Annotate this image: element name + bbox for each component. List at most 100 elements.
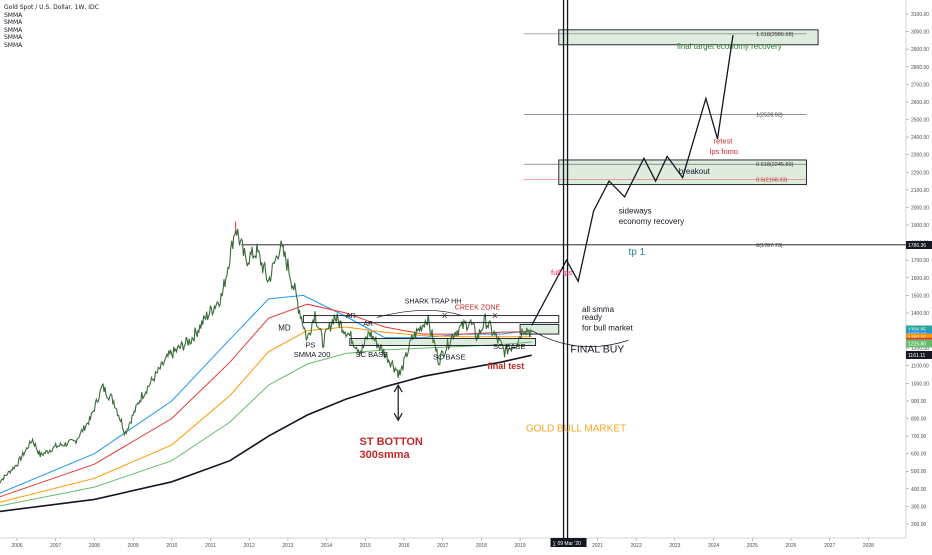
y-tick-label: 300.00 (911, 504, 927, 510)
legend-item: SMMA (4, 34, 23, 41)
fib-level-label: 1.618(2986.98) (756, 32, 793, 38)
sc-base-box (349, 338, 537, 346)
y-tick-label: 1700.00 (911, 258, 929, 264)
fib-level-label: 0.5(2158.33) (756, 178, 787, 184)
creek-box (302, 315, 560, 324)
fib-level-label: 0(1787.73) (756, 243, 783, 249)
y-tick-label: 2600.00 (911, 100, 929, 106)
x-tick-label: 2024 (708, 543, 719, 549)
y-tick-label: 2700.00 (911, 82, 929, 88)
annotation-label: AR (346, 313, 356, 320)
annotations: final target economy recovery retest lps f… (278, 42, 782, 461)
annotation-label: all smma (582, 305, 615, 314)
x-tick-label: 2018 (476, 543, 487, 549)
y-tick-label: 200.00 (911, 522, 927, 528)
date-badge (550, 538, 587, 547)
annotation-label: CREEK ZONE (455, 304, 501, 311)
y-tick-label: 1900.00 (911, 223, 929, 229)
annotation-label: FINAL BUY (570, 344, 624, 356)
x-tick-label: 2022 (631, 543, 642, 549)
annotation-label: PS (305, 340, 315, 349)
smma-line (0, 303, 532, 498)
y-tick-label: 2100.00 (911, 188, 929, 194)
target-box (558, 29, 819, 46)
x-tick-label: 2015 (360, 543, 371, 549)
axes: 200.00 300.00 400.00 500.00 600.00 700.00 800.… (11, 12, 932, 549)
legend-item: SMMA (4, 26, 23, 34)
annotation-label: economy recovery (619, 217, 684, 226)
x-tick-label: 2017 (437, 543, 448, 549)
y-tick-label: 2400.00 (911, 135, 929, 141)
legend-item: SMMA (4, 11, 23, 19)
plot-background (0, 0, 906, 538)
x-tick-label: 2025 (747, 543, 758, 549)
date-badge-label: ∑ 09 Mar '20 (553, 541, 582, 547)
y-tick-label: 900.00 (911, 399, 927, 405)
price-badge (906, 333, 932, 342)
annotation-label: breakout (679, 167, 711, 176)
annotation-label: SHARK TRAP HH (405, 298, 462, 305)
x-tick-label: 2008 (89, 543, 100, 549)
y-tick-label: 1500.00 (911, 293, 929, 299)
y-axis-background (906, 0, 932, 550)
y-tick-label: 1600.00 (911, 276, 929, 282)
annotation-label: lps fomo (710, 147, 738, 156)
fib-level-label: 0.618(2245.89) (756, 162, 793, 168)
y-tick-label: 600.00 (911, 452, 927, 458)
y-tick-label: 2200.00 (911, 170, 929, 176)
price-badge (906, 350, 932, 359)
annotation-label: retest (714, 136, 734, 145)
smma-line (0, 341, 532, 507)
price-line (0, 228, 533, 484)
x-tick-label: 2014 (321, 543, 332, 549)
annotation-label: tp 1 (628, 247, 645, 258)
chart-legend: Gold Spot / U.S. Dollar, 1W, IDC SMMA SM… (4, 4, 99, 49)
annotation-label: SMMA 200 (294, 350, 331, 359)
annotation-label: final target economy recovery (677, 42, 782, 51)
price-badge-label: 1161.11 (908, 353, 926, 359)
y-tick-label: 2300.00 (911, 153, 929, 159)
annotation-label: ST BOTTON (359, 436, 422, 448)
arrow-head (393, 412, 403, 422)
y-tick-label: 2900.00 (911, 47, 929, 53)
projection-path (531, 35, 734, 326)
price-series (0, 221, 533, 484)
x-tick-label: 2010 (166, 543, 177, 549)
x-tick-label: 2026 (785, 543, 796, 549)
x-tick-label: 2006 (11, 543, 22, 549)
final-buy-box (519, 323, 560, 335)
x-tick-label: 2028 (863, 543, 874, 549)
y-tick-label: 1200.00 (911, 346, 929, 352)
y-tick-label: 1000.00 (911, 381, 929, 387)
projection (376, 35, 734, 422)
annotation-label: X (442, 311, 447, 320)
annotation-label: SC BASE (493, 342, 526, 351)
annotation-label: final test (487, 361, 524, 371)
annotation-label: SC BASE (433, 353, 466, 362)
x-tick-label: 2023 (669, 543, 680, 549)
y-tick-label: 2800.00 (911, 65, 929, 71)
fib-levels: 1.618(2986.98) 1(2528.92) 0.618(2245.89) 0.… (241, 0, 906, 538)
chart-title: Gold Spot / U.S. Dollar, 1W, IDC (4, 4, 99, 11)
annotation-label: sideways (619, 207, 652, 216)
annotation-label: SC BASE (356, 350, 389, 359)
price-badge (906, 339, 932, 348)
x-tick-label: 2021 (592, 543, 603, 549)
arrow-head (393, 383, 403, 393)
x-tick-label: 2007 (50, 543, 61, 549)
smma-lines (0, 294, 532, 513)
x-tick-label: 2016 (398, 543, 409, 549)
y-tick-label: 1100.00 (911, 364, 929, 370)
annotation-label: ready (582, 313, 602, 322)
y-tick-label: 400.00 (911, 487, 927, 493)
x-tick-label: 2027 (824, 543, 835, 549)
curve-arrow (531, 330, 629, 348)
y-tick-label: 700.00 (911, 434, 927, 440)
y-tick-label: 1400.00 (911, 311, 929, 317)
fib-level-label: 1(2528.92) (756, 112, 783, 118)
x-tick-label: 2009 (128, 543, 139, 549)
price-badge (906, 325, 932, 334)
